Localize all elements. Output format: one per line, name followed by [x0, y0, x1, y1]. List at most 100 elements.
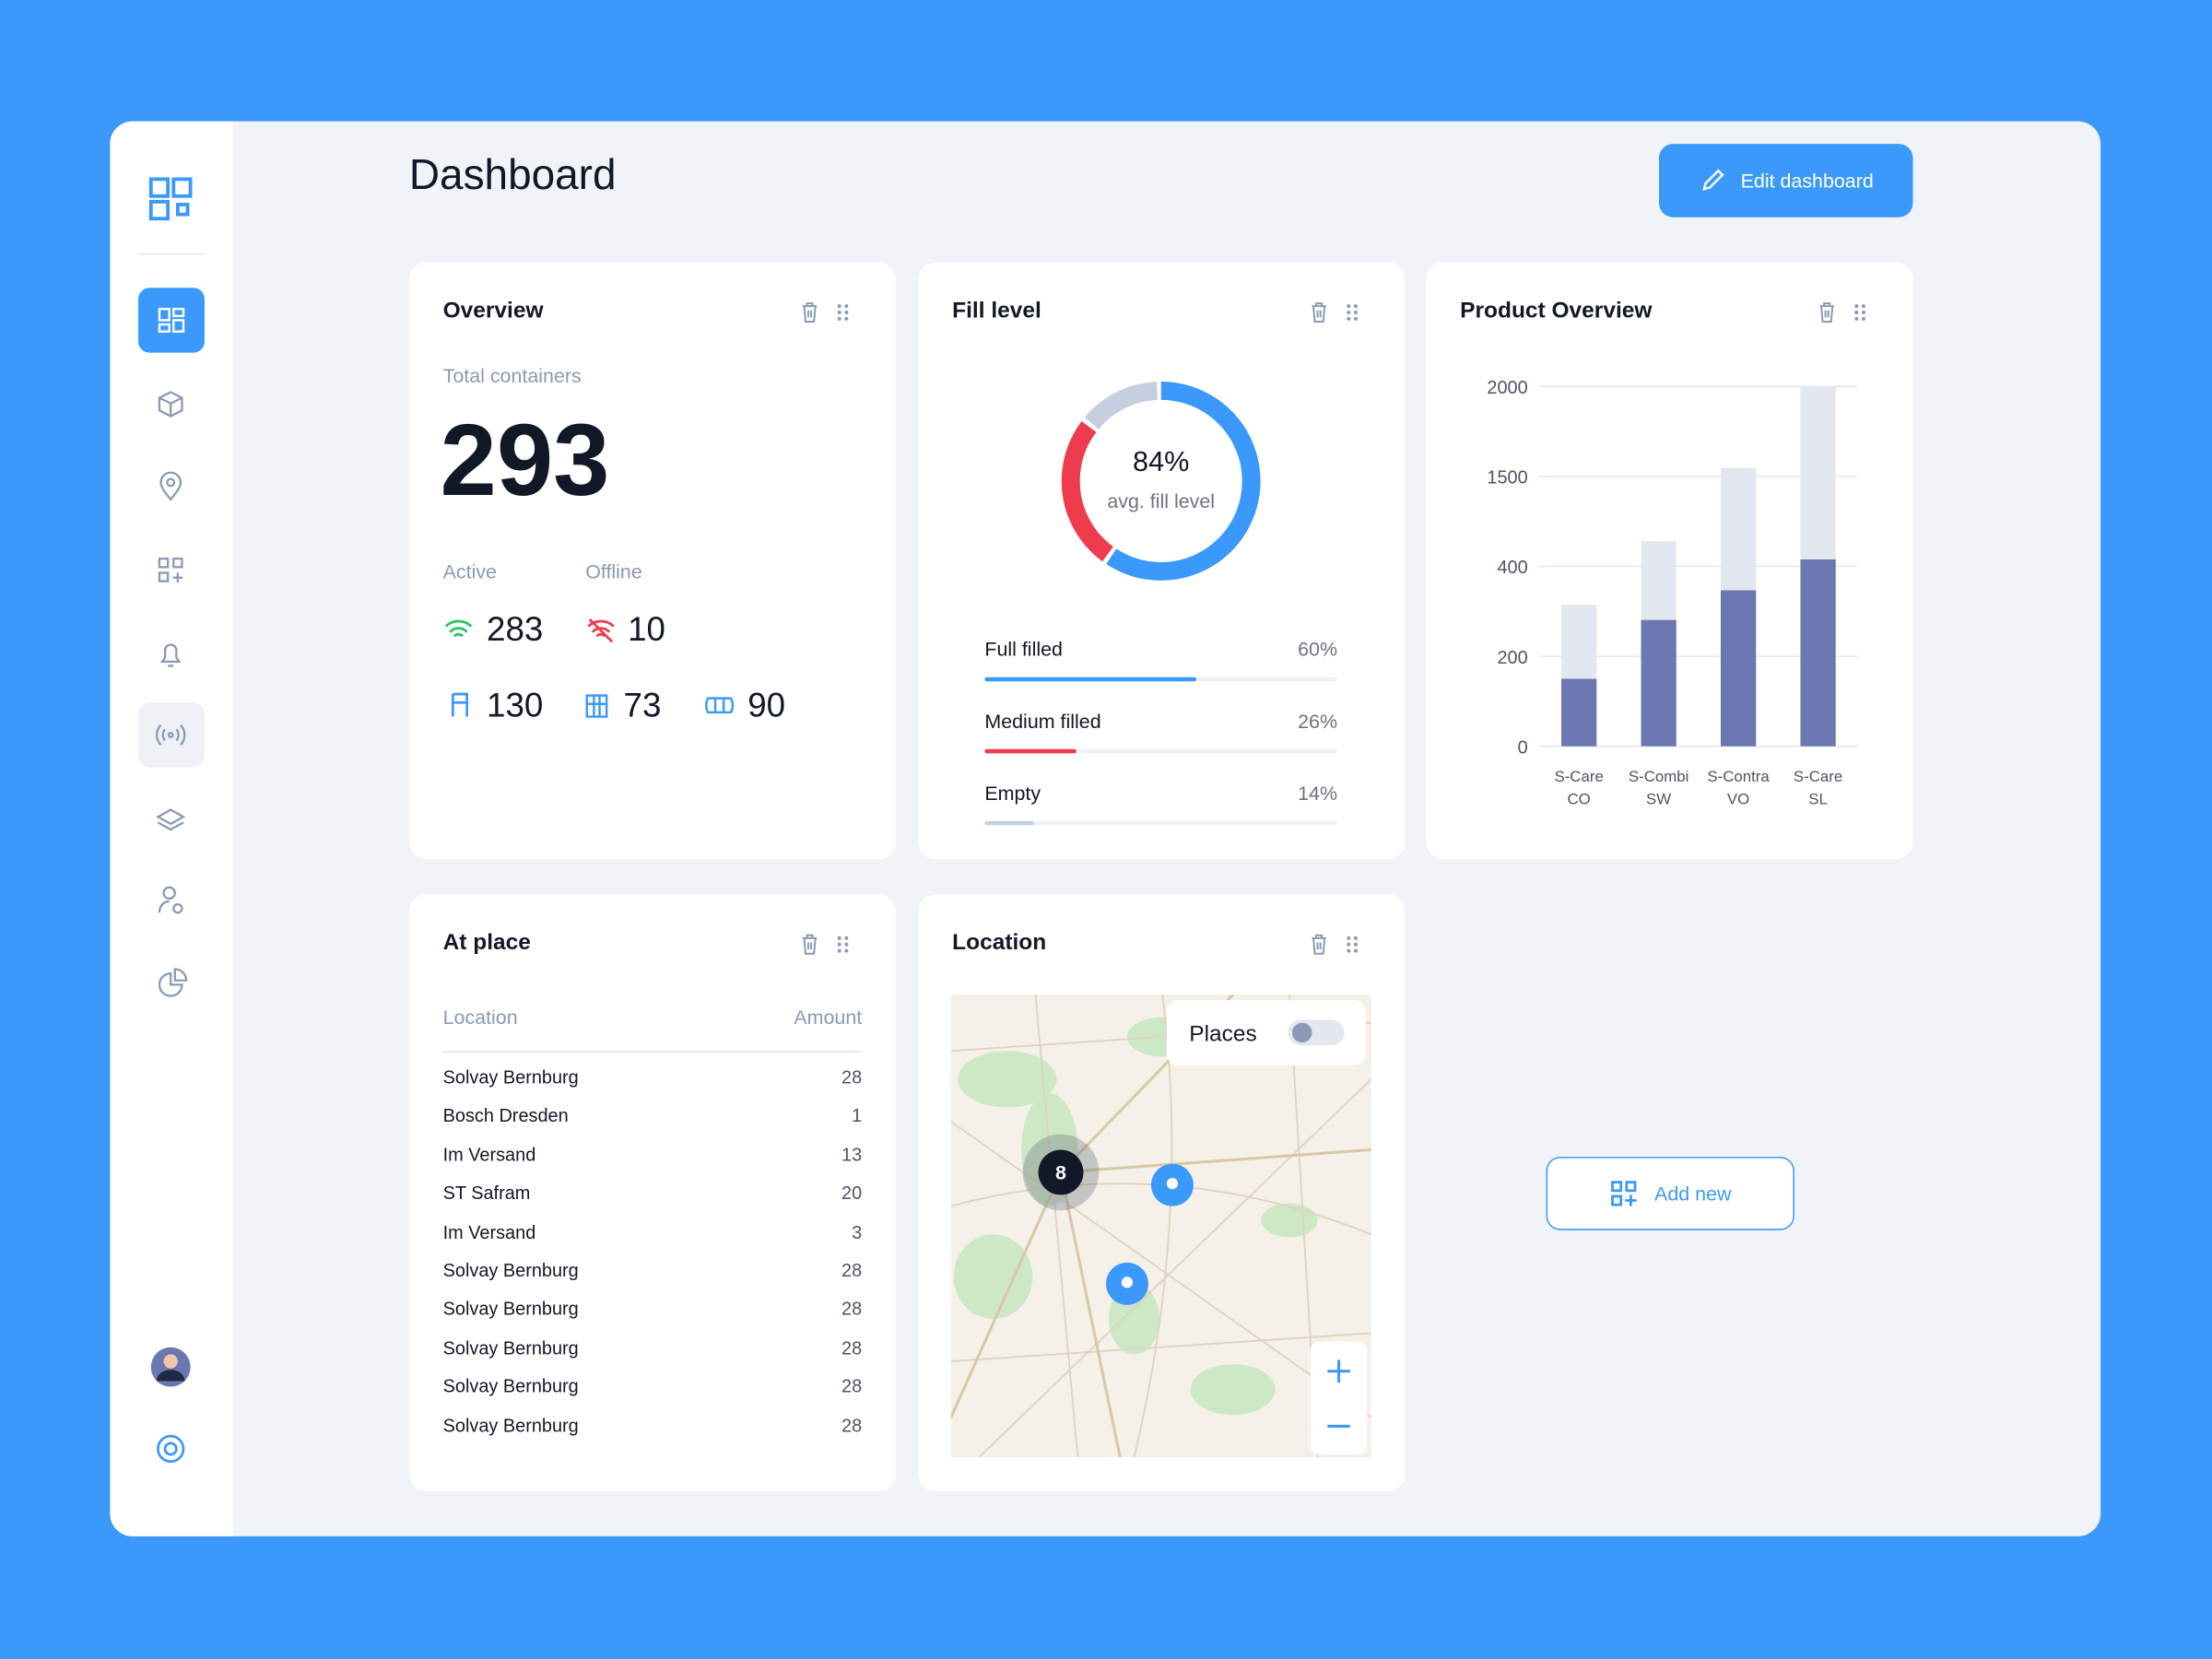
- zoom-in[interactable]: [1327, 1359, 1350, 1382]
- drag-dot[interactable]: [844, 316, 849, 321]
- nav-locations[interactable]: [159, 471, 182, 501]
- drag-dot[interactable]: [1353, 935, 1358, 940]
- count: 90: [747, 687, 786, 725]
- table-row: Im Versand 13: [443, 1141, 863, 1180]
- drag-dot[interactable]: [837, 942, 841, 947]
- drag-dot[interactable]: [1353, 316, 1358, 321]
- drag-dot[interactable]: [837, 948, 841, 953]
- fill-track: [984, 820, 1338, 826]
- table-row: ST Safram 20: [443, 1180, 863, 1218]
- drag-dot[interactable]: [837, 935, 841, 940]
- zoom-controls: [1310, 1341, 1368, 1455]
- edit-button[interactable]: Edit dashboard: [1658, 144, 1913, 218]
- table-row: Solvay Bernburg 28: [443, 1372, 863, 1411]
- map-pin[interactable]: [1150, 1163, 1194, 1206]
- drag-dot[interactable]: [1353, 948, 1358, 953]
- drag-dot[interactable]: [1861, 311, 1865, 315]
- drag-dot[interactable]: [837, 316, 841, 321]
- page-title: Dashboard: [408, 152, 617, 199]
- map-pin[interactable]: [1105, 1262, 1148, 1305]
- container-icon: [451, 692, 469, 717]
- widget-actions: [1819, 302, 1865, 323]
- nav-add[interactable]: [158, 557, 183, 583]
- widget-title: At place: [442, 931, 531, 956]
- sidebar-icons: [137, 177, 205, 1464]
- fill-bar: [984, 820, 1034, 826]
- overview-widget: Overview Total containers 293 Active Off…: [408, 262, 896, 860]
- nav-users[interactable]: [158, 886, 183, 914]
- total-value: 293: [440, 405, 610, 518]
- delete-icon[interactable]: [1312, 934, 1326, 955]
- widget-title: Location: [952, 931, 1047, 956]
- drag-dot[interactable]: [844, 948, 849, 953]
- drag-dot[interactable]: [1347, 316, 1351, 321]
- y-tick-label: 0: [1518, 737, 1528, 758]
- fill-label: Empty: [984, 781, 1041, 805]
- add-new-button[interactable]: Add new: [1546, 1157, 1794, 1230]
- bar-segment: [1641, 541, 1677, 620]
- active-label: Active: [442, 559, 497, 583]
- delete-icon[interactable]: [1312, 302, 1326, 323]
- drag-dot[interactable]: [1854, 311, 1859, 315]
- donut-value: 84%: [1133, 446, 1189, 477]
- delete-icon[interactable]: [802, 302, 818, 323]
- widget-actions: [802, 934, 849, 955]
- drag-dot[interactable]: [1347, 311, 1351, 315]
- drag-dot[interactable]: [844, 311, 849, 315]
- drag-dot[interactable]: [844, 304, 849, 309]
- active-value: 283: [487, 610, 544, 650]
- drag-dot[interactable]: [844, 942, 849, 947]
- location-cell: Solvay Bernburg: [442, 1298, 579, 1320]
- drag-dot[interactable]: [837, 304, 841, 309]
- drag-dot[interactable]: [1347, 935, 1351, 940]
- nav-alerts[interactable]: [159, 643, 182, 667]
- add-icon: [1610, 1181, 1637, 1206]
- drag-dot[interactable]: [837, 311, 841, 315]
- widget-title: Overview: [442, 299, 544, 324]
- delete-icon[interactable]: [1819, 302, 1834, 323]
- button-label: Add new: [1654, 1182, 1732, 1206]
- help[interactable]: [157, 1434, 185, 1464]
- fill-label: Full filled: [984, 637, 1063, 661]
- column-header: Amount: [794, 1006, 863, 1029]
- location-widget: Location Places 8: [918, 894, 1406, 1491]
- delete-icon[interactable]: [802, 934, 818, 955]
- nav-signal[interactable]: [155, 724, 186, 746]
- location-cell: Bosch Dresden: [442, 1105, 569, 1127]
- drag-dot[interactable]: [1854, 304, 1859, 309]
- drag-dot[interactable]: [1347, 948, 1351, 953]
- fill-bar: [984, 677, 1196, 682]
- drag-dot[interactable]: [1854, 316, 1859, 321]
- fill-track: [984, 748, 1338, 754]
- cluster[interactable]: [1038, 1149, 1084, 1195]
- nav-products[interactable]: [158, 391, 183, 418]
- nav-dashboard[interactable]: [137, 288, 205, 353]
- amount-cell: 28: [841, 1336, 863, 1359]
- nav-layers[interactable]: [156, 808, 186, 831]
- fill-row: Full filled 60%: [984, 637, 1338, 710]
- drag-dot[interactable]: [1347, 304, 1351, 309]
- drag-dot[interactable]: [1353, 311, 1358, 315]
- fill-bar: [984, 748, 1077, 754]
- fill-row: Empty 14%: [984, 781, 1338, 853]
- table-body: Solvay Bernburg 28 Bosch Dresden 1 Im Versan…: [443, 1064, 863, 1450]
- location-cell: Im Versand: [442, 1220, 536, 1242]
- nav-reports[interactable]: [158, 968, 188, 997]
- drag-dot[interactable]: [1353, 942, 1358, 947]
- x-tick-label: S-Contra VO: [1707, 769, 1770, 809]
- location-cell: Solvay Bernburg: [442, 1259, 579, 1281]
- drag-dot[interactable]: [1353, 304, 1358, 309]
- count: 130: [487, 687, 544, 725]
- bar-segment: [1561, 678, 1597, 747]
- wifi-icon: [444, 619, 473, 638]
- drag-dot[interactable]: [1861, 304, 1865, 309]
- drag-dot[interactable]: [1347, 942, 1351, 947]
- amount-cell: 28: [841, 1298, 863, 1320]
- table-row: Solvay Bernburg 28: [443, 1411, 863, 1450]
- nav-sensors[interactable]: [137, 702, 205, 768]
- drag-dot[interactable]: [844, 935, 849, 940]
- pencil-icon: [1702, 169, 1724, 191]
- amount-cell: 28: [841, 1066, 863, 1088]
- drag-dot[interactable]: [1861, 316, 1865, 321]
